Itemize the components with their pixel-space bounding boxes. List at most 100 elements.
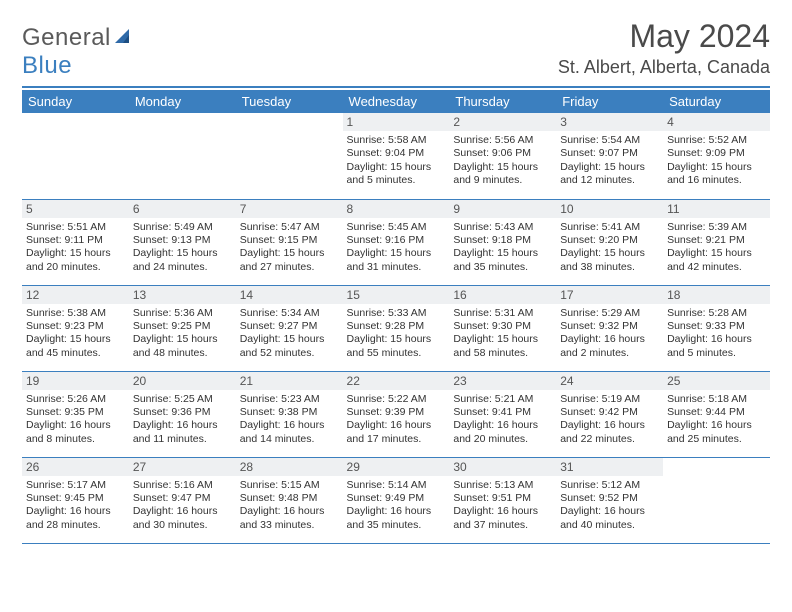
calendar-cell: 7 Sunrise: 5:47 AMSunset: 9:15 PMDaylight… — [236, 199, 343, 285]
calendar-cell: 22 Sunrise: 5:22 AMSunset: 9:39 PMDayligh… — [343, 371, 450, 457]
day-details: Sunrise: 5:29 AMSunset: 9:32 PMDaylight:… — [560, 307, 659, 361]
day-number: 12 — [22, 286, 129, 304]
day-number: 21 — [236, 372, 343, 390]
day-details: Sunrise: 5:28 AMSunset: 9:33 PMDaylight:… — [667, 307, 766, 361]
day-number: 27 — [129, 458, 236, 476]
calendar-cell: 29 Sunrise: 5:14 AMSunset: 9:49 PMDayligh… — [343, 457, 450, 543]
calendar-cell: 30Sunrise: 5:13 AMSunset: 9:51 PMDayligh… — [449, 457, 556, 543]
day-details: Sunrise: 5:31 AMSunset: 9:30 PMDaylight:… — [453, 307, 552, 361]
day-details: Sunrise: 5:58 AMSunset: 9:04 PMDaylight:… — [347, 134, 446, 188]
day-details: Sunrise: 5:56 AMSunset: 9:06 PMDaylight:… — [453, 134, 552, 188]
calendar-row: 26 Sunrise: 5:17 AMSunset: 9:45 PMDayligh… — [22, 457, 770, 543]
day-number: 31 — [556, 458, 663, 476]
calendar-row: 5 Sunrise: 5:51 AMSunset: 9:11 PMDaylight… — [22, 199, 770, 285]
calendar-cell: 13Sunrise: 5:36 AMSunset: 9:25 PMDayligh… — [129, 285, 236, 371]
header-rule — [22, 86, 770, 88]
brand-part1: General — [22, 24, 111, 51]
day-number: 23 — [449, 372, 556, 390]
calendar-cell: 9 Sunrise: 5:43 AMSunset: 9:18 PMDaylight… — [449, 199, 556, 285]
day-details: Sunrise: 5:17 AMSunset: 9:45 PMDaylight:… — [26, 479, 125, 533]
calendar-cell: 23 Sunrise: 5:21 AMSunset: 9:41 PMDayligh… — [449, 371, 556, 457]
header: GeneralBlue May 2024 St. Albert, Alberta… — [22, 18, 770, 80]
calendar-cell: 1 Sunrise: 5:58 AMSunset: 9:04 PMDaylight… — [343, 113, 450, 199]
calendar-cell: 24Sunrise: 5:19 AMSunset: 9:42 PMDayligh… — [556, 371, 663, 457]
day-number: 6 — [129, 200, 236, 218]
day-number: 20 — [129, 372, 236, 390]
weekday-header: Tuesday — [236, 90, 343, 113]
calendar-cell — [663, 457, 770, 543]
day-number: 5 — [22, 200, 129, 218]
calendar-cell: 28Sunrise: 5:15 AMSunset: 9:48 PMDayligh… — [236, 457, 343, 543]
calendar-body: 1 Sunrise: 5:58 AMSunset: 9:04 PMDaylight… — [22, 113, 770, 543]
day-details: Sunrise: 5:19 AMSunset: 9:42 PMDaylight:… — [560, 393, 659, 447]
day-details: Sunrise: 5:45 AMSunset: 9:16 PMDaylight:… — [347, 221, 446, 275]
calendar-cell: 18 Sunrise: 5:28 AMSunset: 9:33 PMDayligh… — [663, 285, 770, 371]
day-number: 9 — [449, 200, 556, 218]
calendar-cell: 8 Sunrise: 5:45 AMSunset: 9:16 PMDaylight… — [343, 199, 450, 285]
calendar-cell: 4 Sunrise: 5:52 AMSunset: 9:09 PMDaylight… — [663, 113, 770, 199]
day-details: Sunrise: 5:21 AMSunset: 9:41 PMDaylight:… — [453, 393, 552, 447]
calendar-cell — [22, 113, 129, 199]
weekday-header: Wednesday — [343, 90, 450, 113]
page-title: May 2024 — [558, 18, 770, 55]
day-details: Sunrise: 5:43 AMSunset: 9:18 PMDaylight:… — [453, 221, 552, 275]
day-details: Sunrise: 5:26 AMSunset: 9:35 PMDaylight:… — [26, 393, 125, 447]
calendar-row: 19 Sunrise: 5:26 AMSunset: 9:35 PMDayligh… — [22, 371, 770, 457]
day-details: Sunrise: 5:51 AMSunset: 9:11 PMDaylight:… — [26, 221, 125, 275]
calendar-cell — [129, 113, 236, 199]
day-number: 29 — [343, 458, 450, 476]
day-details: Sunrise: 5:16 AMSunset: 9:47 PMDaylight:… — [133, 479, 232, 533]
weekday-header: Sunday — [22, 90, 129, 113]
brand-part2: Blue — [22, 52, 72, 79]
calendar-cell: 19 Sunrise: 5:26 AMSunset: 9:35 PMDayligh… — [22, 371, 129, 457]
day-details: Sunrise: 5:15 AMSunset: 9:48 PMDaylight:… — [240, 479, 339, 533]
calendar-cell: 16 Sunrise: 5:31 AMSunset: 9:30 PMDayligh… — [449, 285, 556, 371]
calendar-cell: 12Sunrise: 5:38 AMSunset: 9:23 PMDayligh… — [22, 285, 129, 371]
day-number: 1 — [343, 113, 450, 131]
day-number: 11 — [663, 200, 770, 218]
day-details: Sunrise: 5:36 AMSunset: 9:25 PMDaylight:… — [133, 307, 232, 361]
day-details: Sunrise: 5:39 AMSunset: 9:21 PMDaylight:… — [667, 221, 766, 275]
calendar-cell: 21 Sunrise: 5:23 AMSunset: 9:38 PMDayligh… — [236, 371, 343, 457]
calendar-cell: 27 Sunrise: 5:16 AMSunset: 9:47 PMDayligh… — [129, 457, 236, 543]
calendar-cell: 2 Sunrise: 5:56 AMSunset: 9:06 PMDaylight… — [449, 113, 556, 199]
calendar-cell: 20Sunrise: 5:25 AMSunset: 9:36 PMDayligh… — [129, 371, 236, 457]
weekday-header: Saturday — [663, 90, 770, 113]
day-details: Sunrise: 5:12 AMSunset: 9:52 PMDaylight:… — [560, 479, 659, 533]
day-details: Sunrise: 5:23 AMSunset: 9:38 PMDaylight:… — [240, 393, 339, 447]
day-details: Sunrise: 5:54 AMSunset: 9:07 PMDaylight:… — [560, 134, 659, 188]
calendar-row: 12Sunrise: 5:38 AMSunset: 9:23 PMDayligh… — [22, 285, 770, 371]
day-details: Sunrise: 5:41 AMSunset: 9:20 PMDaylight:… — [560, 221, 659, 275]
weekday-header: Monday — [129, 90, 236, 113]
day-number: 3 — [556, 113, 663, 131]
weekday-header-row: SundayMondayTuesdayWednesdayThursdayFrid… — [22, 90, 770, 113]
calendar-cell: 17Sunrise: 5:29 AMSunset: 9:32 PMDayligh… — [556, 285, 663, 371]
day-details: Sunrise: 5:22 AMSunset: 9:39 PMDaylight:… — [347, 393, 446, 447]
day-details: Sunrise: 5:14 AMSunset: 9:49 PMDaylight:… — [347, 479, 446, 533]
calendar-cell: 11 Sunrise: 5:39 AMSunset: 9:21 PMDayligh… — [663, 199, 770, 285]
day-details: Sunrise: 5:52 AMSunset: 9:09 PMDaylight:… — [667, 134, 766, 188]
day-number: 2 — [449, 113, 556, 131]
calendar-cell: 3 Sunrise: 5:54 AMSunset: 9:07 PMDaylight… — [556, 113, 663, 199]
day-details: Sunrise: 5:47 AMSunset: 9:15 PMDaylight:… — [240, 221, 339, 275]
calendar-cell: 14Sunrise: 5:34 AMSunset: 9:27 PMDayligh… — [236, 285, 343, 371]
day-number: 22 — [343, 372, 450, 390]
day-number: 8 — [343, 200, 450, 218]
day-number: 4 — [663, 113, 770, 131]
day-number: 26 — [22, 458, 129, 476]
day-number: 18 — [663, 286, 770, 304]
day-details: Sunrise: 5:18 AMSunset: 9:44 PMDaylight:… — [667, 393, 766, 447]
calendar-table: SundayMondayTuesdayWednesdayThursdayFrid… — [22, 90, 770, 544]
day-number: 7 — [236, 200, 343, 218]
day-number: 19 — [22, 372, 129, 390]
day-details: Sunrise: 5:34 AMSunset: 9:27 PMDaylight:… — [240, 307, 339, 361]
day-number: 10 — [556, 200, 663, 218]
calendar-cell: 15Sunrise: 5:33 AMSunset: 9:28 PMDayligh… — [343, 285, 450, 371]
calendar-cell: 5 Sunrise: 5:51 AMSunset: 9:11 PMDaylight… — [22, 199, 129, 285]
calendar-cell — [236, 113, 343, 199]
brand-logo: GeneralBlue — [22, 18, 133, 80]
weekday-header: Thursday — [449, 90, 556, 113]
day-details: Sunrise: 5:33 AMSunset: 9:28 PMDaylight:… — [347, 307, 446, 361]
calendar-cell: 26 Sunrise: 5:17 AMSunset: 9:45 PMDayligh… — [22, 457, 129, 543]
day-number: 16 — [449, 286, 556, 304]
